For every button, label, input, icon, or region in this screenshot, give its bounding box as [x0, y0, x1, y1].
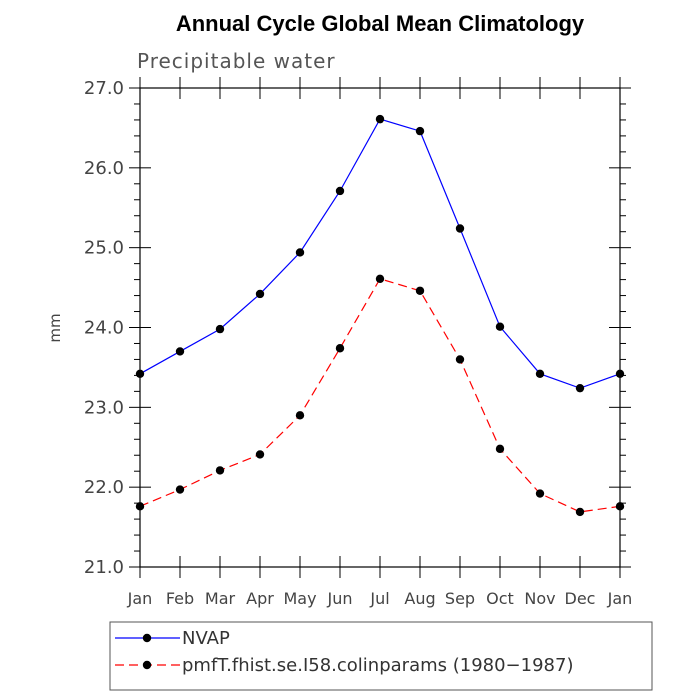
- x-axis: Jan Feb Mar Apr May Jun Jul Aug Sep Oct Nov Dec Jan: [127, 77, 633, 608]
- series-2-point: [135, 502, 145, 511]
- x-tick-label: Oct: [486, 589, 514, 608]
- y-tick-label: 21.0: [84, 557, 124, 578]
- chart-subtitle: Precipitable water: [137, 49, 336, 73]
- x-tick-label: Jul: [369, 589, 389, 608]
- legend-label-1: NVAP: [182, 628, 230, 649]
- y-tick-label: 24.0: [84, 318, 124, 339]
- series-1-point: [175, 347, 185, 356]
- x-tick-label: Mar: [205, 589, 236, 608]
- series-2-point: [215, 466, 225, 475]
- series-2-point: [175, 485, 185, 494]
- legend: NVAP pmfT.fhist.se.I58.colinparams (1980−…: [109, 621, 653, 691]
- series-2-point: [415, 286, 425, 295]
- series-line-1: [139, 118, 621, 389]
- series-1-point: [335, 186, 345, 196]
- y-tick-label: 22.0: [84, 477, 124, 498]
- series-1-point: [415, 126, 425, 136]
- x-tick-label: Feb: [166, 589, 194, 608]
- series-2-point: [455, 355, 465, 364]
- legend-box: [109, 621, 653, 691]
- series-layer: [135, 114, 625, 517]
- series-1-point: [375, 114, 385, 124]
- plot-frame: [139, 87, 621, 568]
- chart-title: Annual Cycle Global Mean Climatology: [176, 11, 585, 36]
- x-tick-label: Jun: [327, 589, 353, 608]
- series-1-point: [215, 324, 225, 334]
- x-tick-label: Apr: [246, 589, 274, 608]
- series-2-point: [295, 411, 305, 420]
- y-tick-label: 26.0: [84, 158, 124, 179]
- y-tick-label: 25.0: [84, 238, 124, 259]
- series-2-point: [375, 274, 385, 284]
- series-1-point: [255, 289, 265, 299]
- x-tick-label: Jan: [127, 589, 153, 608]
- x-tick-label: Jan: [607, 589, 633, 608]
- series-1-point: [615, 369, 625, 379]
- x-tick-label: May: [283, 589, 316, 608]
- series-1-point: [295, 248, 305, 257]
- series-2-point: [535, 489, 545, 498]
- series-2-point: [255, 450, 265, 459]
- series-1-point: [535, 369, 545, 379]
- x-tick-label: Nov: [524, 589, 555, 608]
- series-1-point: [495, 322, 505, 331]
- x-tick-label: Aug: [404, 589, 435, 608]
- series-line-2: [139, 278, 621, 513]
- legend-marker-1: [142, 633, 152, 643]
- series-1-point: [455, 224, 465, 233]
- series-2-point: [335, 344, 345, 353]
- series-1-point: [135, 369, 145, 379]
- legend-marker-2: [142, 660, 152, 670]
- series-2-point: [575, 507, 585, 517]
- x-tick-label: Sep: [445, 589, 475, 608]
- y-tick-label: 27.0: [84, 78, 124, 99]
- series-1-point: [575, 383, 585, 393]
- y-axis: 21.0 22.0 23.0 24.0 25.0 26.0 27.0: [84, 78, 631, 578]
- y-tick-label: 23.0: [84, 397, 124, 418]
- y-axis-label: mm: [46, 313, 64, 342]
- legend-label-2: pmfT.fhist.se.I58.colinparams (1980−1987…: [182, 655, 573, 676]
- series-2-point: [495, 444, 505, 454]
- series-2-point: [615, 502, 625, 511]
- x-tick-label: Dec: [565, 589, 596, 608]
